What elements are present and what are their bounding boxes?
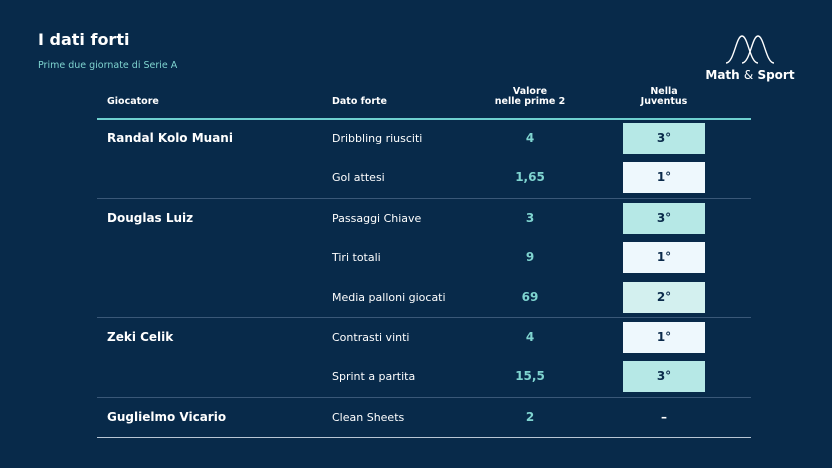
header-value: Valore nelle prime 2	[494, 86, 566, 107]
bell-curves-icon	[725, 35, 775, 64]
stat-label: Gol attesi	[332, 171, 385, 185]
stat-label: Tiri totali	[332, 251, 381, 265]
juventus-rank: 3°	[623, 361, 705, 393]
header-juventus-rank: Nella Juventus	[640, 86, 688, 107]
stat-label: Contrasti vinti	[332, 330, 410, 344]
juventus-rank: –	[661, 409, 667, 424]
stat-value: 4	[525, 131, 535, 145]
juventus-rank: 3°	[623, 123, 705, 154]
stat-value: 2	[525, 409, 535, 424]
table-header: Giocatore Dato forte Valore nelle prime …	[97, 86, 751, 120]
stat-value: 9	[525, 250, 535, 265]
stat-value: 1,65	[515, 170, 545, 185]
stat-label: Clean Sheets	[332, 410, 405, 424]
stat-label: Passaggi Chiave	[332, 211, 422, 225]
stat-label: Sprint a partita	[332, 370, 416, 384]
stat-label: Dribbling riusciti	[332, 132, 423, 145]
juventus-rank: 3°	[623, 202, 705, 234]
stat-value: 15,5	[515, 369, 545, 384]
stat-value: 69	[521, 289, 539, 304]
table-row: Randal Kolo Muani Dribbling riusciti 4 3…	[97, 119, 751, 158]
player-name: Zeki Celik	[107, 329, 174, 344]
player-name: Guglielmo Vicario	[107, 409, 227, 424]
page-title: I dati forti	[38, 30, 130, 49]
page-subtitle: Prime due giornate di Serie A	[38, 60, 178, 71]
table-row: Sprint a partita 15,5 3°	[97, 357, 751, 398]
brand-name: Math & Sport	[705, 68, 795, 82]
table-row: Tiri totali 9 1°	[97, 238, 751, 277]
juventus-rank: 1°	[623, 162, 705, 194]
juventus-rank: 1°	[623, 242, 705, 274]
player-name: Randal Kolo Muani	[107, 131, 233, 145]
header-player: Giocatore	[107, 96, 159, 107]
player-name: Douglas Luiz	[107, 210, 194, 225]
table-row: Media palloni giocati 69 2°	[97, 278, 751, 318]
table-row: Guglielmo Vicario Clean Sheets 2 –	[97, 398, 751, 439]
table-row: Douglas Luiz Passaggi Chiave 3 3°	[97, 199, 751, 238]
juventus-rank: 2°	[623, 281, 705, 313]
header-stat: Dato forte	[332, 96, 388, 107]
table-row: Zeki Celik Contrasti vinti 4 1°	[97, 318, 751, 357]
table-row: Gol attesi 1,65 1°	[97, 158, 751, 199]
stat-label: Media palloni giocati	[332, 290, 446, 304]
juventus-rank: 1°	[623, 321, 705, 353]
brand-logo: Math & Sport	[700, 34, 800, 82]
stat-value: 3	[525, 210, 535, 225]
stats-table: Randal Kolo Muani Dribbling riusciti 4 3…	[97, 119, 751, 439]
stat-value: 4	[525, 329, 535, 344]
